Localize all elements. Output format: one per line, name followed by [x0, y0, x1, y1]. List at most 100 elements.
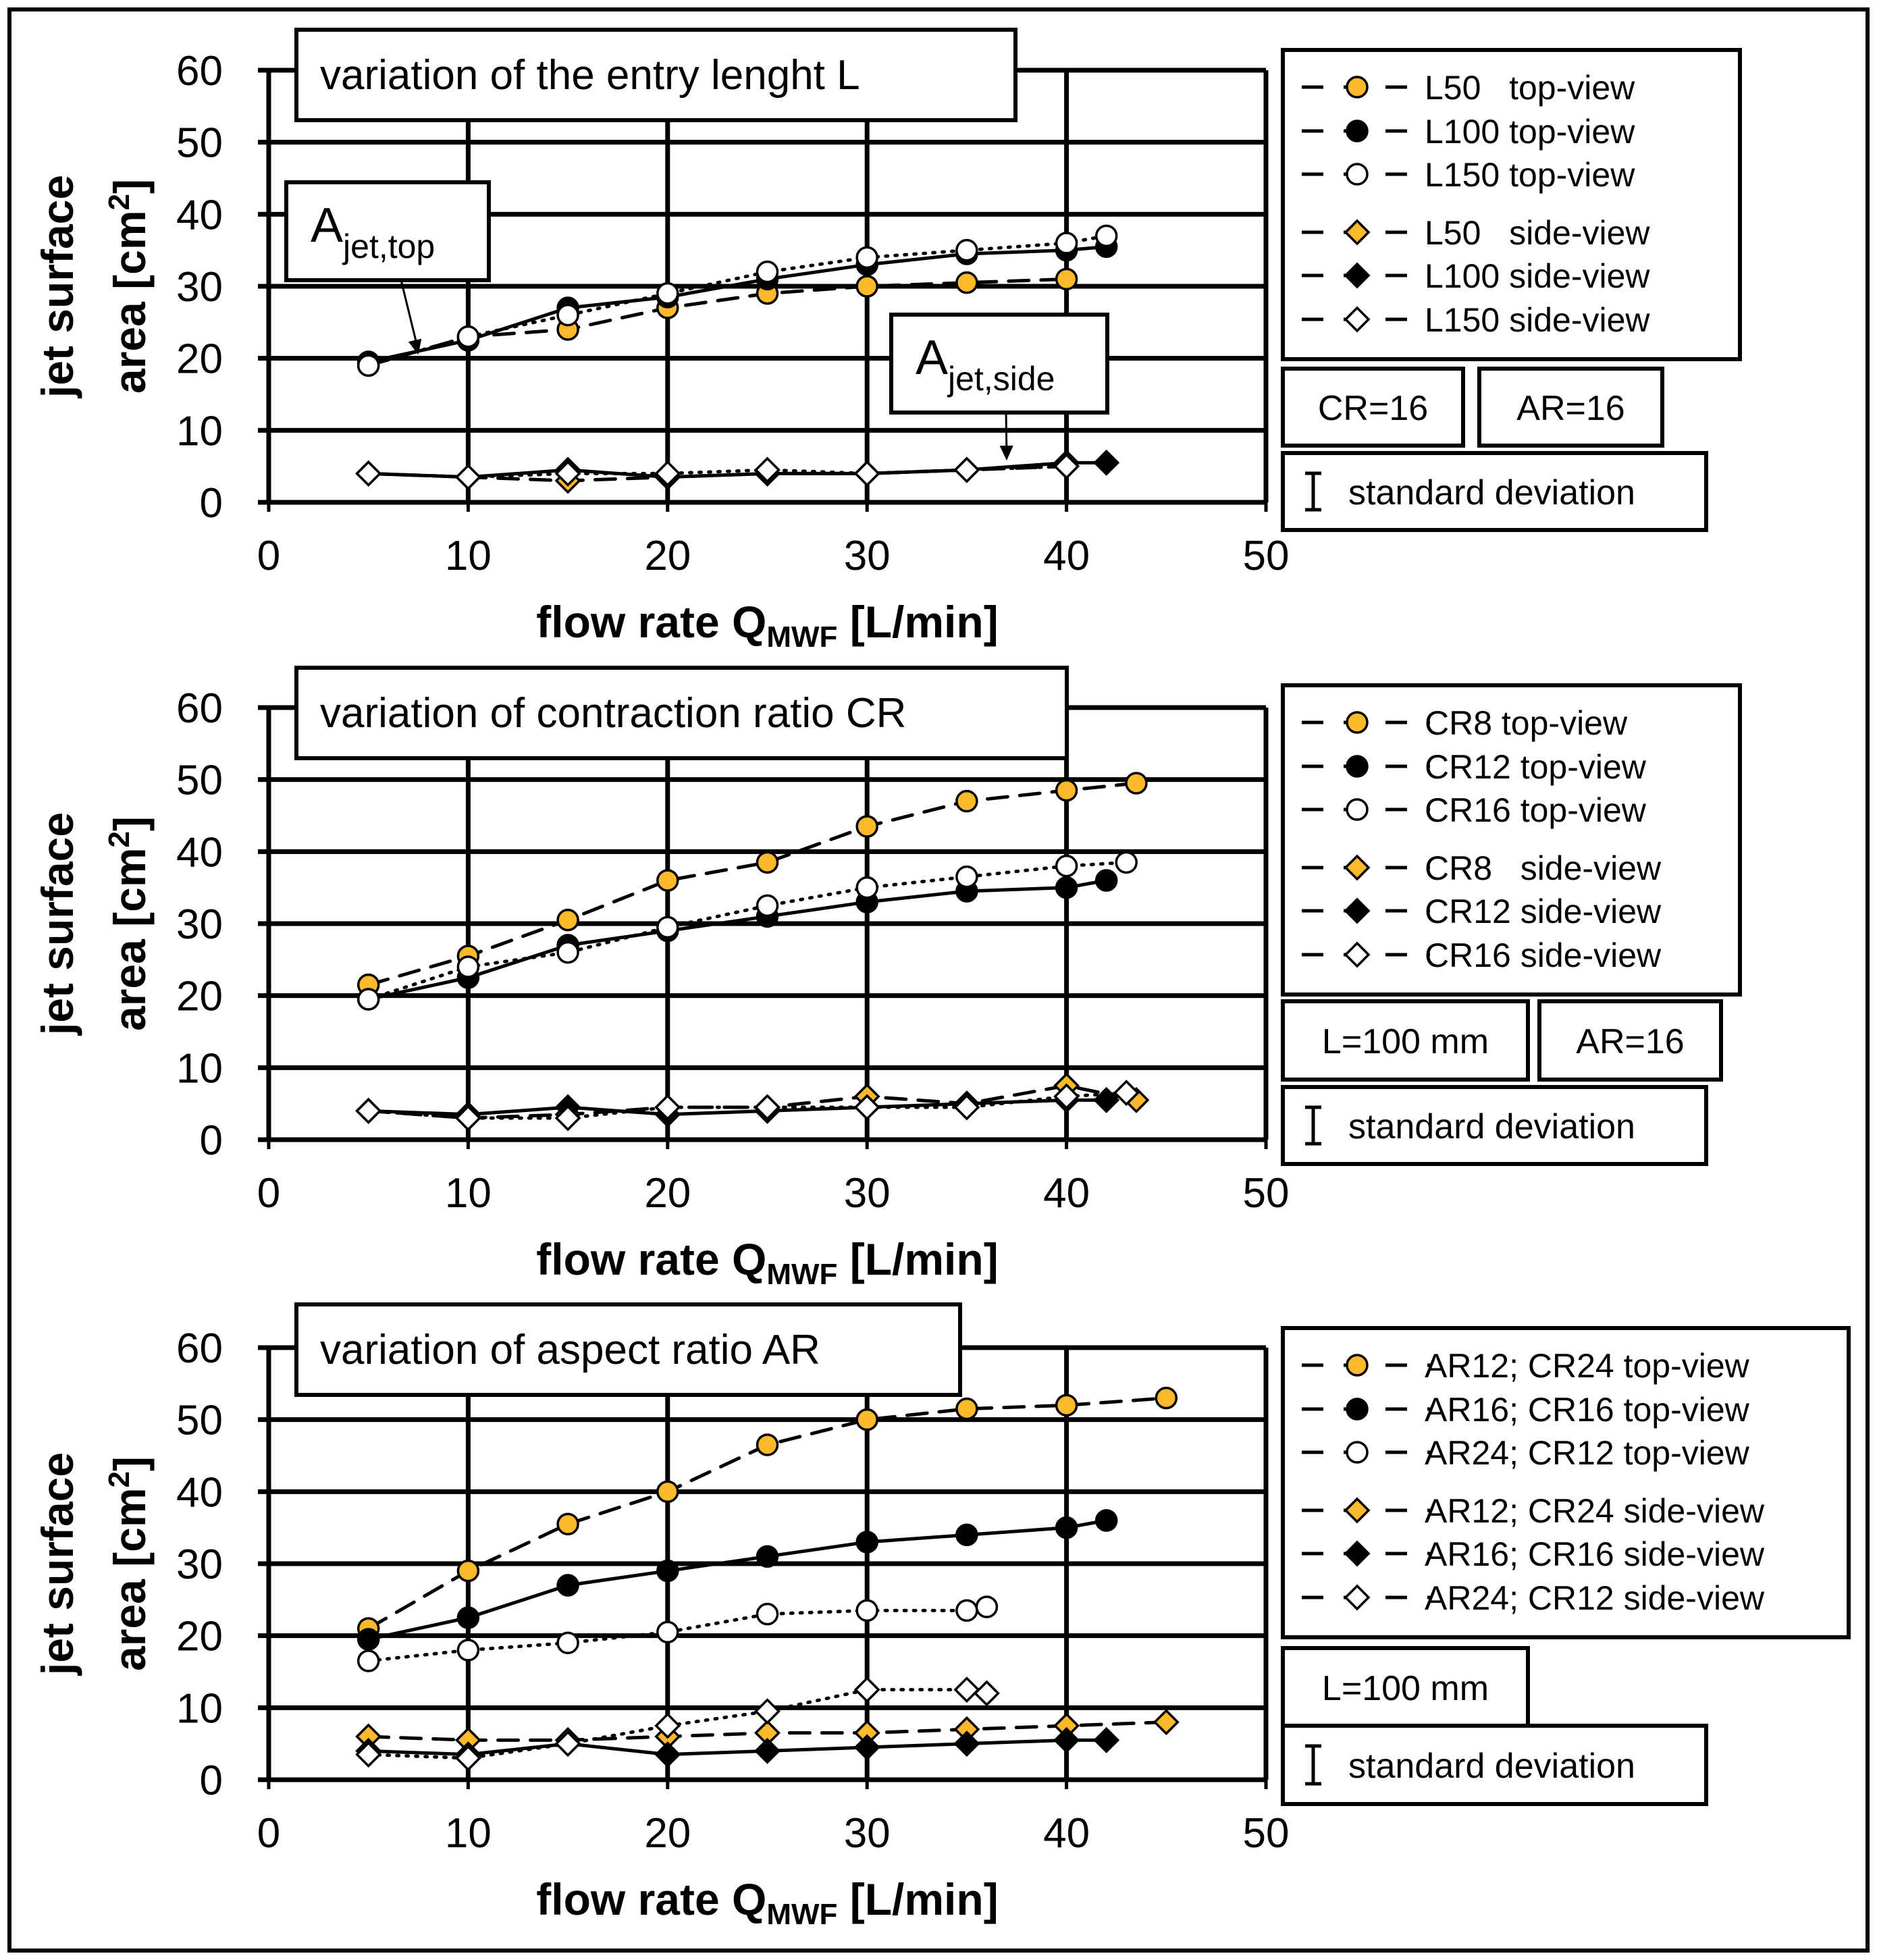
legend-label-series-2: CR12 top-view	[1425, 748, 1647, 786]
data-point-series-1	[656, 869, 679, 892]
parameter-box	[1281, 367, 1465, 448]
data-point-series-5	[1093, 1086, 1120, 1113]
x-tick-label: 40	[1043, 533, 1090, 579]
legend-label-series-4: L50 side-view	[1425, 214, 1650, 252]
data-point-series-2	[855, 1531, 878, 1554]
chart-title-box	[294, 1302, 962, 1397]
data-point-series-2	[1055, 876, 1078, 899]
std-deviation-box	[1281, 1085, 1708, 1166]
data-point-series-6	[973, 1680, 1000, 1707]
x-tick-label: 40	[1043, 1810, 1090, 1857]
y-tick-label: 0	[200, 1117, 223, 1164]
data-point-series-2	[1055, 1516, 1078, 1539]
y-tick-label: 20	[176, 336, 223, 383]
data-point-series-3	[456, 955, 480, 978]
data-point-series-2	[1094, 1509, 1118, 1532]
std-deviation-label: standard deviation	[1348, 1747, 1635, 1786]
legend-box	[1281, 683, 1742, 997]
x-tick-label: 0	[257, 1170, 280, 1217]
data-point-series-1	[955, 271, 978, 294]
y-axis-title-line1: jet surface	[32, 1452, 82, 1676]
chart-title-box	[294, 666, 1069, 760]
chart-panel-3: 0 10 20 30 40 50 0 10 20 30 40 50 60 flow rate QMWF […	[32, 1302, 1851, 1931]
y-tick-label: 0	[200, 1757, 223, 1804]
y-tick-label: 40	[176, 1469, 223, 1516]
data-point-series-3	[1055, 854, 1078, 878]
data-point-series-1	[1155, 1386, 1178, 1410]
legend-marker-series-5	[1344, 1540, 1371, 1567]
annotation-subscript: jet,side	[947, 360, 1055, 398]
x-axis-title-subscript: MWF	[766, 620, 837, 654]
data-point-series-1	[756, 1433, 779, 1456]
legend-marker-series-6	[1344, 306, 1371, 333]
legend-label-series-5: AR16; CR16 side-view	[1425, 1535, 1765, 1573]
data-point-series-6	[355, 460, 382, 487]
parameter-label: AR=16	[1516, 389, 1624, 428]
data-point-series-5	[654, 1741, 681, 1768]
y-tick-label: 40	[176, 829, 223, 876]
y-tick-label: 50	[176, 120, 223, 167]
chart-title-box	[294, 28, 1017, 122]
x-tick-label: 40	[1043, 1170, 1090, 1217]
data-point-series-3	[756, 1602, 779, 1626]
annotation-arrow-head	[408, 338, 422, 355]
x-tick-label: 20	[644, 1810, 691, 1857]
data-point-series-5	[1053, 1726, 1080, 1753]
y-tick-label: 30	[176, 264, 223, 311]
x-axis-title-main: flow rate Q	[536, 597, 766, 647]
x-axis-title-main: flow rate Q	[536, 1874, 766, 1924]
legend-label-series-6: AR24; CR12 side-view	[1425, 1579, 1765, 1617]
x-tick-label: 50	[1243, 533, 1290, 579]
series-line-6	[367, 465, 1069, 479]
data-point-series-1	[1055, 778, 1078, 802]
legend-label-series-4: AR12; CR24 side-view	[1425, 1492, 1765, 1530]
x-axis-title-unit: [L/min]	[837, 597, 998, 647]
data-point-series-1	[656, 1480, 679, 1504]
y-tick-label: 10	[176, 408, 223, 454]
legend-marker-series-1	[1346, 76, 1369, 99]
data-point-series-6	[953, 1676, 980, 1703]
legend-marker-series-3	[1346, 798, 1369, 821]
legend-label-series-3: L150 top-view	[1425, 156, 1635, 194]
legend-marker-series-4	[1344, 1497, 1371, 1524]
data-point-series-6	[1053, 453, 1080, 480]
y-axis-title-text: area [cm	[105, 1487, 155, 1671]
annotation-box	[284, 180, 491, 282]
data-point-series-2	[456, 1606, 480, 1629]
y-tick-label: 10	[176, 1045, 223, 1092]
data-point-series-6	[355, 1097, 382, 1124]
y-tick-label: 60	[176, 685, 223, 732]
data-point-series-3	[456, 325, 480, 348]
data-point-series-3	[855, 876, 878, 899]
data-point-series-2	[1094, 869, 1118, 892]
chart-panel-1: 0 10 20 30 40 50 0 10 20 30 40 50 60 flow rate QMWF […	[32, 28, 1742, 654]
y-axis-title-line2: area [cm2]	[103, 1456, 155, 1671]
data-point-series-1	[855, 1408, 878, 1431]
legend-label-series-6: L150 side-view	[1425, 301, 1650, 339]
y-axis-title-line2: area [cm2]	[103, 179, 155, 394]
data-point-series-3	[556, 941, 579, 964]
data-point-series-6	[355, 1741, 382, 1768]
parameter-label: CR=16	[1318, 389, 1428, 428]
data-point-series-1	[855, 275, 878, 298]
std-deviation-label: standard deviation	[1348, 1107, 1635, 1146]
x-axis-title-subscript: MWF	[766, 1258, 837, 1291]
legend-marker-series-6	[1344, 941, 1371, 968]
y-tick-label: 20	[176, 1614, 223, 1660]
data-point-series-3	[656, 1620, 679, 1644]
data-point-series-2	[955, 1523, 978, 1547]
annotation-label: Ajet,side	[916, 331, 1055, 398]
data-point-series-6	[953, 1094, 980, 1121]
data-point-series-3	[656, 282, 679, 305]
x-tick-label: 0	[257, 1810, 280, 1857]
legend-label-series-3: AR24; CR12 top-view	[1425, 1434, 1750, 1472]
legend-label-series-5: L100 side-view	[1425, 257, 1650, 295]
data-point-series-5	[853, 1734, 880, 1761]
data-point-series-6	[554, 1105, 581, 1132]
y-axis-title-line1: jet surface	[32, 812, 82, 1036]
x-tick-label: 30	[844, 1810, 891, 1857]
data-point-series-6	[654, 1094, 681, 1121]
y-axis-title-text: area [cm	[105, 210, 155, 394]
legend-marker-series-2	[1346, 120, 1369, 142]
